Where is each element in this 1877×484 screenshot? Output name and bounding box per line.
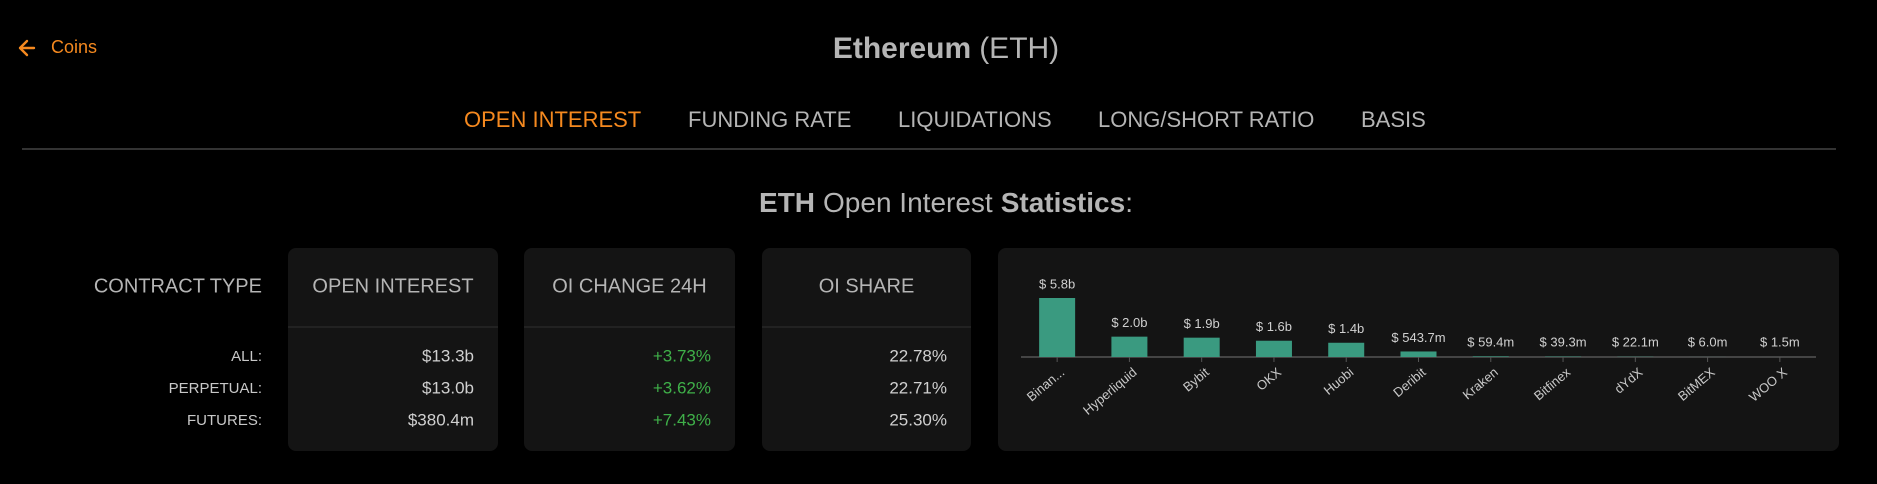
tab[interactable]: LONG/SHORT RATIO (1098, 107, 1314, 132)
data-label: $ 543.7m (1391, 330, 1445, 345)
row-label: FUTURES: (187, 412, 262, 429)
stat-value: $380.4m (408, 410, 474, 429)
stat-value: $13.0b (422, 378, 474, 397)
column-title: OPEN INTEREST (312, 275, 473, 297)
table-header: CONTRACT TYPE (94, 275, 262, 297)
tab[interactable]: LIQUIDATIONS (898, 107, 1052, 132)
stat-value: +3.73% (653, 346, 711, 365)
back-link[interactable]: Coins (51, 37, 97, 57)
stat-value: 22.71% (889, 378, 947, 397)
stat-value: +7.43% (653, 410, 711, 429)
bar (1328, 342, 1365, 357)
stat-card (288, 248, 498, 451)
coin-title: Ethereum (ETH) (833, 32, 1059, 65)
bar (1472, 356, 1509, 357)
bar (1400, 351, 1437, 357)
bar (1255, 340, 1292, 357)
stat-value: +3.62% (653, 378, 711, 397)
stat-card (762, 248, 971, 451)
stat-value: 22.78% (889, 346, 947, 365)
bar (1039, 298, 1076, 357)
data-label: $ 6.0m (1688, 334, 1728, 349)
stat-card (524, 248, 735, 451)
data-label: $ 59.4m (1467, 334, 1514, 349)
data-label: $ 2.0b (1111, 315, 1147, 330)
data-label: $ 5.8b (1039, 276, 1075, 291)
data-label: $ 1.5m (1760, 334, 1800, 349)
stat-value: $13.3b (422, 346, 474, 365)
heading-symbol: ETH (759, 187, 815, 218)
chart-card (998, 248, 1839, 451)
coin-name: Ethereum (833, 32, 971, 65)
heading-end: : (1125, 187, 1133, 218)
bar (1111, 336, 1148, 357)
tab[interactable]: BASIS (1361, 107, 1426, 132)
data-label: $ 1.6b (1256, 319, 1292, 334)
bar (1183, 337, 1220, 357)
row-label: ALL: (231, 348, 262, 365)
data-label: $ 22.1m (1612, 334, 1659, 349)
heading-bold: Statistics (1001, 187, 1126, 218)
column-title: OI SHARE (819, 275, 915, 297)
section-heading: ETH Open Interest Statistics: (759, 187, 1133, 218)
data-label: $ 1.4b (1328, 321, 1364, 336)
data-label: $ 39.3m (1540, 334, 1587, 349)
back-arrow[interactable] (18, 39, 36, 57)
tab[interactable]: FUNDING RATE (688, 107, 851, 132)
tab[interactable]: OPEN INTEREST (464, 107, 641, 132)
heading-text: Open Interest (823, 187, 993, 218)
stat-value: 25.30% (889, 410, 947, 429)
column-title: OI CHANGE 24H (552, 275, 706, 297)
coin-symbol: (ETH) (979, 32, 1059, 65)
data-label: $ 1.9b (1184, 316, 1220, 331)
row-label: PERPETUAL: (169, 380, 262, 397)
